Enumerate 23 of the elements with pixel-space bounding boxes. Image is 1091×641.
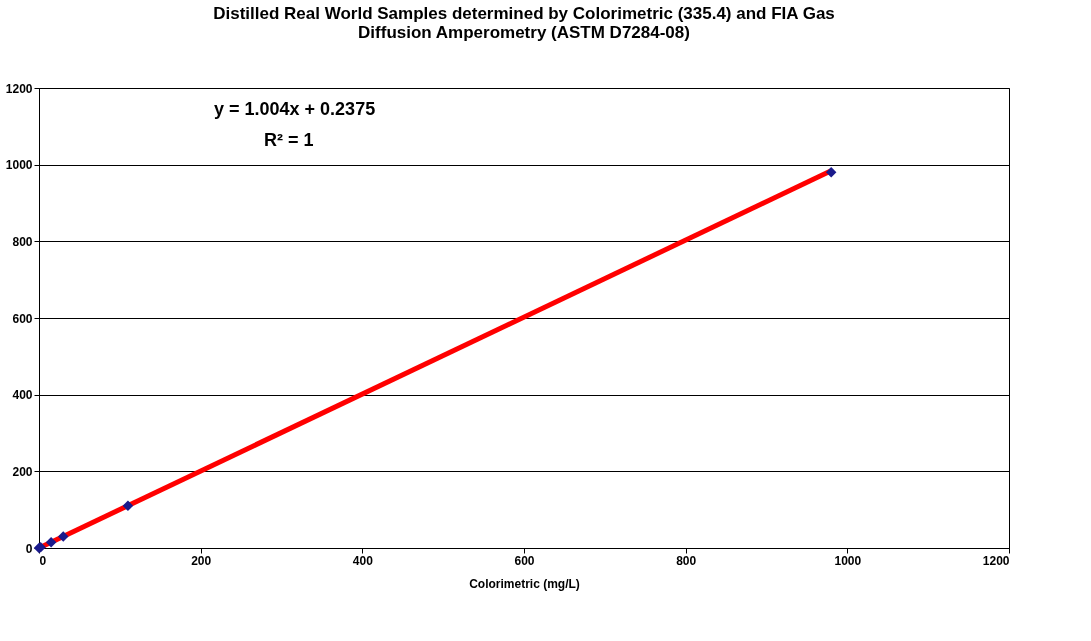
y-tick-label: 1200: [5, 81, 33, 96]
y-tick-label: 0: [25, 541, 33, 556]
x-tick-label: 1200: [982, 553, 1010, 568]
text: Distilled Real World Samples determined by Colorimetric (335.4) and FIA Gas: [213, 4, 835, 23]
point: [825, 167, 837, 178]
y-tick-label: 800: [12, 234, 33, 249]
point: [122, 500, 134, 512]
point: [45, 537, 57, 548]
y-tick-label: 1000: [5, 158, 33, 173]
x-tick-label: 200: [191, 553, 212, 568]
x-tick-label: 400: [352, 553, 374, 568]
text: Diffusion Amperometry (ASTM D7284-08): [358, 23, 690, 42]
annotation: R² = 1: [264, 130, 314, 150]
point: [58, 531, 69, 542]
x-axis-title: Colorimetric (mg/L): [469, 576, 580, 591]
x-tick-label: 1000: [834, 553, 862, 568]
x-tick-label: 600: [514, 553, 535, 568]
y-tick-label: 600: [12, 311, 33, 326]
annotation: y = 1.004x + 0.2375: [214, 99, 376, 119]
y-tick-label: 400: [12, 388, 33, 403]
x-tick-label: 800: [676, 553, 697, 568]
y-tick-label: 200: [12, 464, 33, 479]
x-tick-label: 0: [39, 553, 47, 568]
